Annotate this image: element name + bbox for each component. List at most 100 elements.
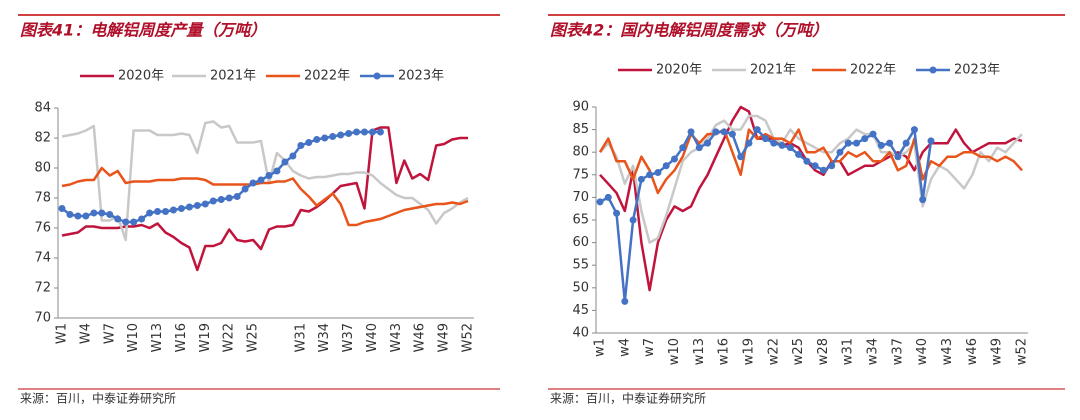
series-line [598,128,1023,195]
y-tick-label: 82 [34,131,51,146]
y-tick-label: 75 [572,167,589,182]
legend-label: 2023年 [398,69,444,84]
point [629,216,637,224]
point [98,209,106,217]
legend-marker [373,72,381,80]
x-tick-label: W25 [246,323,261,352]
point [654,169,662,177]
point [927,137,935,145]
legend-label: 2022年 [304,69,350,84]
point [82,212,90,220]
y-tick-label: 60 [572,235,589,250]
point [185,203,193,211]
point [169,206,177,214]
point [695,144,703,152]
x-tick-label: W37 [341,323,356,352]
point [902,139,910,147]
x-tick-label: w22 [766,338,781,365]
point [114,215,122,223]
source: 来源：百川，中泰证券研究所 [550,391,706,406]
point [596,198,604,206]
point [844,139,852,147]
point [770,139,778,147]
x-tick-label: w43 [940,338,955,365]
y-tick-label: 65 [572,213,589,228]
chart-title: 图表42：国内电解铝周度需求（万吨） [550,21,828,40]
y-tick-label: 85 [572,122,589,137]
point [337,131,345,139]
point [869,130,877,138]
y-tick-label: 76 [34,221,51,236]
point [376,128,384,136]
point [786,144,794,152]
x-tick-label: W22 [222,323,237,352]
x-tick-label: W43 [389,323,404,352]
point [368,128,376,136]
x-tick-label: W46 [413,323,428,352]
point [919,196,927,204]
y-tick-label: 50 [572,280,589,295]
x-tick-label: w25 [791,338,806,365]
point [138,215,146,223]
legend-label: 2021年 [210,69,256,84]
y-tick-label: 70 [34,311,51,326]
point [819,166,827,174]
point [241,185,249,193]
x-tick-label: w49 [990,338,1005,365]
point [329,133,337,140]
y-tick-label: 40 [572,326,589,341]
point [201,200,209,208]
legend-label: 2020年 [118,69,164,84]
y-tick-label: 55 [572,258,589,273]
y-tick-label: 90 [572,100,589,115]
x-tick-label: W49 [437,323,452,352]
point [249,179,257,187]
point [265,172,273,179]
legend-label: 2020年 [656,63,702,78]
point [321,134,329,142]
x-tick-label: w40 [915,338,930,365]
y-tick-label: 45 [572,303,589,318]
point [161,208,169,215]
x-tick-label: w13 [692,338,707,365]
x-tick-label: w34 [866,338,881,365]
x-tick-label: W7 [102,323,117,344]
x-tick-label: W34 [317,323,332,352]
point [313,136,321,143]
y-tick-label: 84 [34,101,51,116]
x-tick-label: W13 [150,323,165,352]
y-tick-label: 80 [34,161,51,176]
series-line [61,126,468,272]
point [289,152,297,160]
point [720,128,728,136]
series-line [61,166,469,227]
x-tick-label: W1 [55,323,70,344]
point [761,135,769,143]
point [894,153,902,161]
point [130,218,138,226]
x-tick-label: w10 [667,338,682,365]
point [861,135,869,143]
point [90,209,98,217]
point [687,128,695,136]
y-tick-label: 78 [34,191,51,206]
point [910,126,918,134]
point [670,155,678,163]
point [604,193,612,201]
x-tick-label: W19 [198,323,213,352]
point [297,142,305,149]
point [704,139,712,147]
point [828,162,836,170]
point [795,150,803,158]
point [662,162,670,170]
point [803,157,811,165]
source: 来源：百川，中泰证券研究所 [20,391,176,406]
point [361,128,369,136]
x-tick-label: w28 [816,338,831,365]
x-tick-label: w37 [890,338,905,365]
x-tick-label: W16 [174,323,189,352]
x-tick-label: w52 [1015,338,1030,365]
point [193,202,201,209]
x-tick-label: w46 [965,338,980,365]
